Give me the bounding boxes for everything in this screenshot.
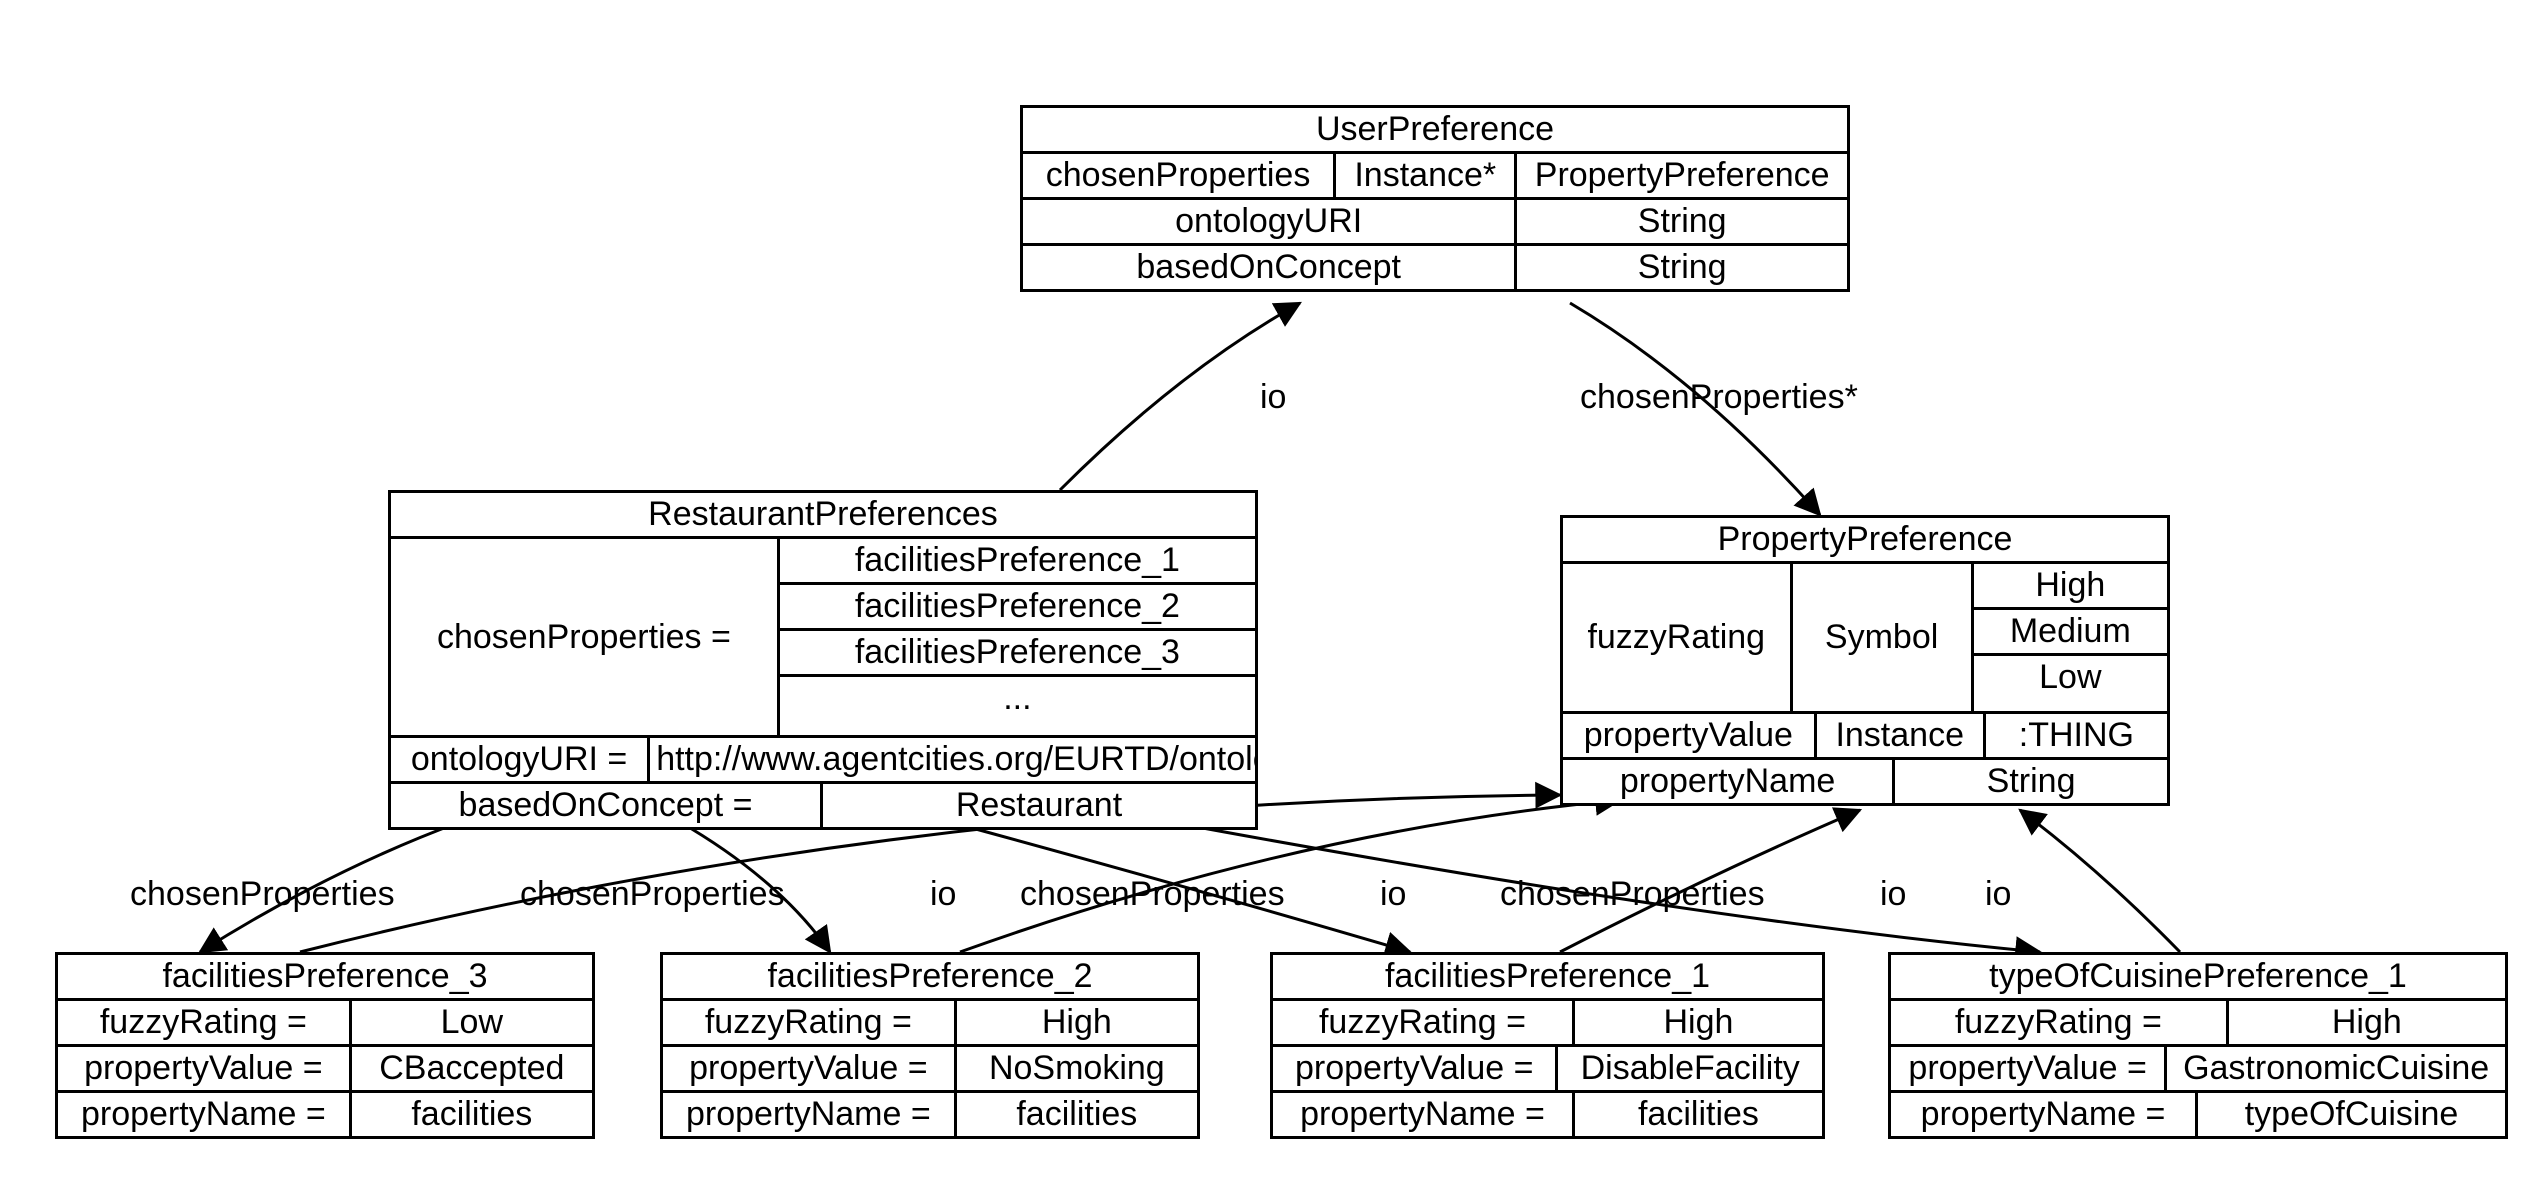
pp-fuzzy-type: Symbol — [1793, 564, 1974, 711]
rp-chosen-2: facilitiesPreference_2 — [780, 585, 1255, 631]
fp2-r3-c1: propertyName = — [663, 1093, 957, 1136]
edge-label-cpstar: chosenProperties* — [1580, 378, 1858, 417]
toc1-title: typeOfCuisinePreference_1 — [1891, 955, 2505, 1001]
rp-chosen-label: chosenProperties = — [391, 539, 780, 735]
pp-r1-c2: Instance — [1817, 714, 1986, 757]
up-r2-c2: String — [1517, 200, 1847, 243]
fp2-r3-c2: facilities — [957, 1093, 1197, 1136]
pp-fuzzy-v3: Low — [1974, 656, 2167, 699]
fp2-r1-c1: fuzzyRating = — [663, 1001, 957, 1044]
edge-label-cpd: chosenProperties — [1500, 875, 1765, 914]
edge-label-io3: io — [1380, 875, 1406, 914]
fp3-box: facilitiesPreference_3 fuzzyRating = Low… — [55, 952, 595, 1139]
rp-chosen-1: facilitiesPreference_1 — [780, 539, 1255, 585]
toc1-r2-c2: GastronomicCuisine — [2167, 1047, 2505, 1090]
up-r1-c2: Instance* — [1336, 154, 1517, 197]
up-r2-c1: ontologyURI — [1023, 200, 1517, 243]
pp-r2-c1: propertyName — [1563, 760, 1895, 803]
fp3-r2-c1: propertyValue = — [58, 1047, 352, 1090]
fp3-r1-c2: Low — [352, 1001, 592, 1044]
pp-title: PropertyPreference — [1563, 518, 2167, 564]
rp-title: RestaurantPreferences — [391, 493, 1255, 539]
pp-fuzzy-label: fuzzyRating — [1563, 564, 1793, 711]
edge-label-cpb: chosenProperties — [520, 875, 785, 914]
pp-r2-c2: String — [1895, 760, 2167, 803]
restaurant-preferences-box: RestaurantPreferences chosenProperties =… — [388, 490, 1258, 830]
fp1-r3-c2: facilities — [1575, 1093, 1822, 1136]
pp-fuzzy-v2: Medium — [1974, 610, 2167, 656]
edge-label-io4: io — [1880, 875, 1906, 914]
fp1-r3-c1: propertyName = — [1273, 1093, 1575, 1136]
fp1-r1-c2: High — [1575, 1001, 1822, 1044]
rp-r2-c1: basedOnConcept = — [391, 784, 823, 827]
up-r3-c1: basedOnConcept — [1023, 246, 1517, 289]
toc1-r3-c2: typeOfCuisine — [2198, 1093, 2505, 1136]
edge-label-io2: io — [930, 875, 956, 914]
fp3-r3-c1: propertyName = — [58, 1093, 352, 1136]
fp3-r2-c2: CBaccepted — [352, 1047, 592, 1090]
toc1-box: typeOfCuisinePreference_1 fuzzyRating = … — [1888, 952, 2508, 1139]
pp-fuzzy-v1: High — [1974, 564, 2167, 610]
pp-r1-c1: propertyValue — [1563, 714, 1817, 757]
fp2-title: facilitiesPreference_2 — [663, 955, 1197, 1001]
fp3-r1-c1: fuzzyRating = — [58, 1001, 352, 1044]
rp-chosen-3: facilitiesPreference_3 — [780, 631, 1255, 677]
fp2-box: facilitiesPreference_2 fuzzyRating = Hig… — [660, 952, 1200, 1139]
fp3-title: facilitiesPreference_3 — [58, 955, 592, 1001]
user-preference-title: UserPreference — [1023, 108, 1847, 154]
toc1-r3-c1: propertyName = — [1891, 1093, 2198, 1136]
rp-r2-c2: Restaurant — [823, 784, 1255, 827]
rp-chosen-4: ... — [780, 677, 1255, 720]
fp1-r1-c1: fuzzyRating = — [1273, 1001, 1575, 1044]
fp1-box: facilitiesPreference_1 fuzzyRating = Hig… — [1270, 952, 1825, 1139]
up-r1-c3: PropertyPreference — [1517, 154, 1847, 197]
rp-r1-c2: http://www.agentcities.org/EURTD/ontolog… — [650, 738, 1255, 781]
fp1-r2-c1: propertyValue = — [1273, 1047, 1558, 1090]
property-preference-box: PropertyPreference fuzzyRating Symbol Hi… — [1560, 515, 2170, 806]
fp1-r2-c2: DisableFacility — [1558, 1047, 1822, 1090]
rp-r1-c1: ontologyURI = — [391, 738, 650, 781]
user-preference-box: UserPreference chosenProperties Instance… — [1020, 105, 1850, 292]
up-r3-c2: String — [1517, 246, 1847, 289]
fp2-r2-c2: NoSmoking — [957, 1047, 1197, 1090]
toc1-r2-c1: propertyValue = — [1891, 1047, 2167, 1090]
toc1-r1-c1: fuzzyRating = — [1891, 1001, 2229, 1044]
up-r1-c1: chosenProperties — [1023, 154, 1336, 197]
diagram-canvas: UserPreference chosenProperties Instance… — [0, 0, 2535, 1196]
edge-label-io5: io — [1985, 875, 2011, 914]
toc1-r1-c2: High — [2229, 1001, 2505, 1044]
fp3-r3-c2: facilities — [352, 1093, 592, 1136]
fp1-title: facilitiesPreference_1 — [1273, 955, 1822, 1001]
edge-label-cpc: chosenProperties — [1020, 875, 1285, 914]
edge-label-io1: io — [1260, 378, 1286, 417]
fp2-r1-c2: High — [957, 1001, 1197, 1044]
pp-r1-c3: :THING — [1986, 714, 2167, 757]
fp2-r2-c1: propertyValue = — [663, 1047, 957, 1090]
edge-label-cpa: chosenProperties — [130, 875, 395, 914]
